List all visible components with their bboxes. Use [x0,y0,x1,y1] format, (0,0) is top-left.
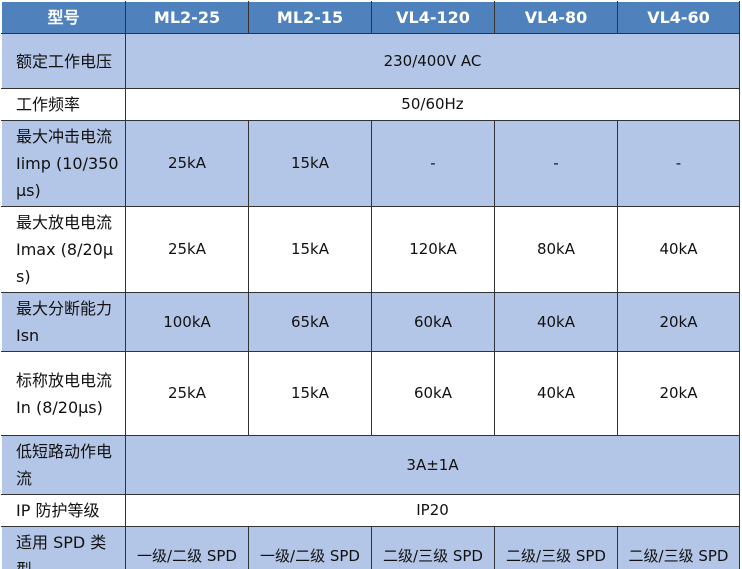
cell: 15kA [248,120,372,207]
row-label: 适用 SPD 类型 [1,526,126,569]
cell: 230/400V AC [125,33,740,89]
cell: 20kA [617,351,740,436]
cell: - [371,120,495,207]
row-label: 标称放电电流 In (8/20μs) [1,351,126,436]
cell: 25kA [125,120,249,207]
cell: 40kA [617,206,740,293]
cell: 60kA [371,292,495,352]
cell: IP20 [125,494,740,527]
row-label: 低短路动作电流 [1,435,126,495]
cell: 二级/三级 SPD [617,526,740,569]
row-label: 额定工作电压 [1,33,126,89]
header-cell: ML2-25 [125,1,249,34]
cell: 3A±1A [125,435,740,495]
header-cell: VL4-80 [494,1,618,34]
cell: 20kA [617,292,740,352]
cell: 15kA [248,206,372,293]
cell: 120kA [371,206,495,293]
cell: 二级/三级 SPD [494,526,618,569]
table-body: 额定工作电压 230/400V AC 工作频率 50/60Hz 最大冲击电流 Iimp … [1,33,740,569]
cell: 60kA [371,351,495,436]
table-row: IP 防护等级 IP20 [1,494,740,527]
header-cell: VL4-60 [617,1,740,34]
cell: 一级/二级 SPD [248,526,372,569]
cell: 一级/二级 SPD [125,526,249,569]
row-label: 工作频率 [1,88,126,121]
header-row: 型号 ML2-25 ML2-15 VL4-120 VL4-80 VL4-60 [1,1,740,34]
table-row: 最大冲击电流 Iimp (10/350μs) 25kA 15kA - - - [1,120,740,207]
cell: 二级/三级 SPD [371,526,495,569]
cell: 25kA [125,351,249,436]
cell: 50/60Hz [125,88,740,121]
table-row: 工作频率 50/60Hz [1,88,740,121]
table-row: 最大放电电流 Imax (8/20μs) 25kA 15kA 120kA 80kA 40k… [1,206,740,293]
header-cell: VL4-120 [371,1,495,34]
cell: 40kA [494,351,618,436]
table-row: 标称放电电流 In (8/20μs) 25kA 15kA 60kA 40kA 20kA [1,351,740,436]
row-label: 最大分断能力 Isn [1,292,126,352]
table-row: 最大分断能力 Isn 100kA 65kA 60kA 40kA 20kA [1,292,740,352]
header-cell: ML2-15 [248,1,372,34]
header-cell: 型号 [1,1,126,34]
cell: 100kA [125,292,249,352]
row-label: 最大放电电流 Imax (8/20μs) [1,206,126,293]
cell: 15kA [248,351,372,436]
cell: 65kA [248,292,372,352]
cell: 80kA [494,206,618,293]
table-row: 额定工作电压 230/400V AC [1,33,740,89]
row-label: IP 防护等级 [1,494,126,527]
cell: 25kA [125,206,249,293]
cell: 40kA [494,292,618,352]
cell: - [617,120,740,207]
table-row: 低短路动作电流 3A±1A [1,435,740,495]
cell: - [494,120,618,207]
row-label: 最大冲击电流 Iimp (10/350μs) [1,120,126,207]
